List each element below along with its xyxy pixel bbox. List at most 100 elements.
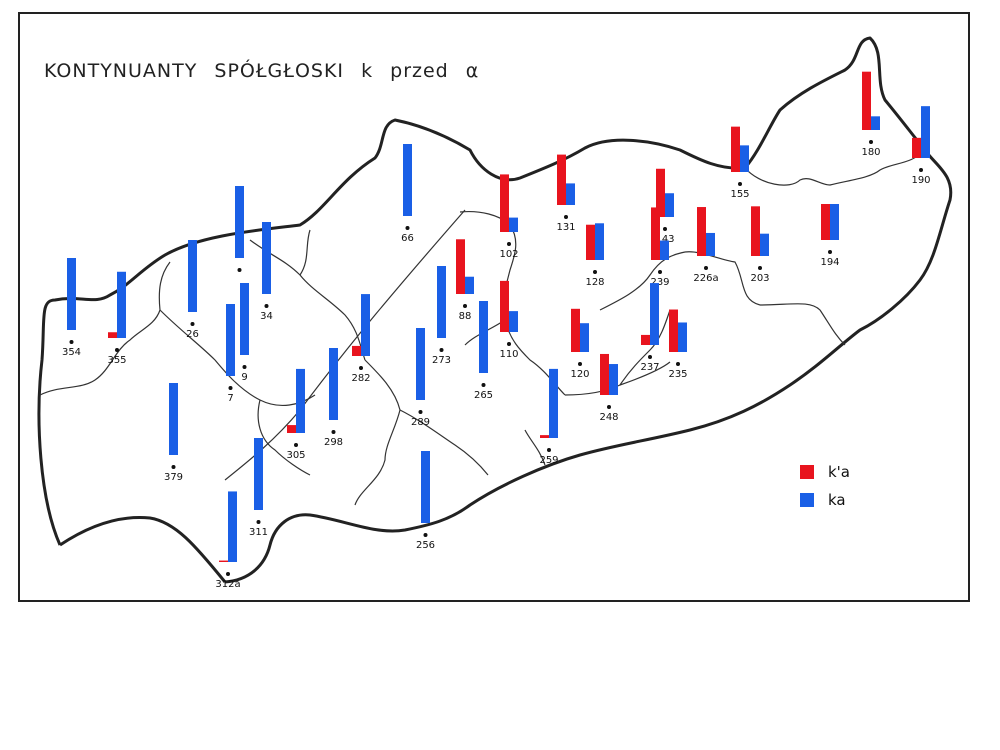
location-dot [648,355,652,359]
bar-velar [830,204,839,240]
location-dot [607,405,611,409]
point-marker: 289 [411,328,430,428]
bar-velar [479,301,488,373]
point-marker: 110 [499,280,519,360]
location-dot [439,348,444,352]
location-dot [69,340,74,344]
location-dot [359,366,363,370]
location-dot [507,342,511,346]
location-dot [919,168,923,172]
location-dot [481,383,486,387]
point-marker: 128 [585,223,605,288]
point-marker: 88 [456,239,474,322]
bar-palatal [656,168,665,217]
location-dot [226,572,230,576]
location-number: 226a [693,273,718,284]
legend-swatch-blue [800,493,814,507]
bar-velar [235,186,244,258]
bar-palatal [108,332,117,338]
location-dot [658,270,662,274]
bar-palatal [557,154,566,205]
bar-palatal [731,126,740,172]
location-number: 311 [249,527,268,538]
location-dot [869,140,873,144]
bar-velar [416,328,425,400]
bar-palatal [571,308,580,352]
bar-palatal [352,345,361,356]
location-number: 180 [861,147,880,158]
bar-velar [921,106,930,158]
point-marker: 273 [432,266,451,366]
title-word-4: przed [390,60,449,82]
bar-palatal [697,207,706,256]
bar-velar [580,323,589,352]
bar-velar [706,232,715,256]
location-dot [331,430,336,434]
location-number: 102 [499,249,518,260]
bar-palatal [500,174,509,232]
bar-velar [760,233,769,256]
point-marker: 312a [215,491,241,590]
bar-palatal [821,204,830,240]
title-word-3: k [361,60,374,82]
location-number: 239 [650,277,669,288]
location-number: 34 [260,311,273,322]
location-dot [676,362,680,366]
location-number: 194 [820,257,839,268]
point-marker: 235 [668,309,688,380]
location-number: 155 [730,189,749,200]
point-marker: 311 [249,438,268,538]
location-dot [828,250,832,254]
bar-velar [421,451,430,523]
location-number: 128 [585,277,604,288]
bar-palatal [862,71,871,130]
bar-palatal [751,206,760,256]
location-number: 110 [499,349,518,360]
bar-velar [169,383,178,455]
point-marker [235,186,244,272]
bar-velar [117,271,126,338]
location-dot [228,386,233,390]
point-marker: 298 [324,348,343,448]
point-marker: 143 [655,168,675,245]
legend-item-velar: ka [800,486,850,514]
bar-palatal [456,239,465,294]
location-dot [423,533,428,537]
point-marker: 305 [286,368,306,461]
point-marker: 102 [499,174,519,260]
point-marker: 355 [107,271,127,366]
point-marker: 120 [570,308,590,380]
location-number: 120 [570,369,589,380]
location-number: 248 [599,412,618,423]
bar-velar [403,144,412,216]
point-marker: 282 [351,294,371,384]
bar-velar [740,145,749,172]
legend-label-velar: ka [828,491,846,509]
title-word-1: KONTYNUANTY [44,60,198,82]
point-marker: 194 [820,204,840,268]
point-marker: 34 [260,222,273,322]
location-dot [115,348,119,352]
bar-velar [665,193,674,217]
location-number: 289 [411,417,430,428]
point-marker: 226a [693,207,719,284]
location-number: 9 [241,372,247,383]
bar-palatal [287,425,296,433]
location-dot [663,227,667,231]
location-dot [593,270,597,274]
bar-palatal [669,309,678,352]
map-title: KONTYNUANTY SPÓŁGŁOSKI k przed α [44,60,489,82]
location-number: 26 [186,329,199,340]
location-number: 88 [459,311,472,322]
location-number: 282 [351,373,370,384]
bar-velar [329,348,338,420]
bar-velar [871,116,880,130]
title-word-5: α [465,60,480,82]
location-dot [418,410,423,414]
location-number: 273 [432,355,451,366]
location-dot [704,266,708,270]
legend-label-palatal: k'a [828,463,851,481]
point-markers: 354 355 26 34 97 66 282 273 88 102 131 110 265 128 143… [62,71,931,590]
location-number: 312a [215,579,240,590]
